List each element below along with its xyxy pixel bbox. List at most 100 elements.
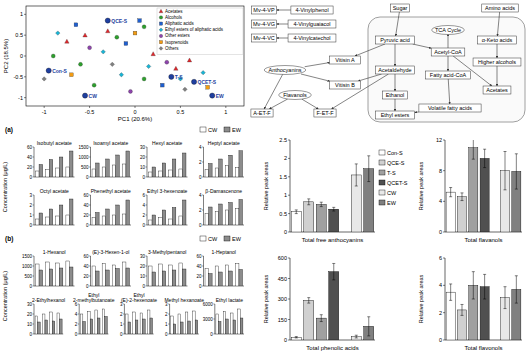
point xyxy=(101,50,105,54)
bar xyxy=(162,163,166,177)
y-tick xyxy=(33,205,35,206)
y-tick-label: 1500 xyxy=(22,254,33,259)
node-label: TCA Cycle xyxy=(435,27,461,33)
y-tick xyxy=(33,314,35,315)
bar xyxy=(169,265,173,286)
y-tick xyxy=(78,304,80,305)
y-tick-label: 0 xyxy=(86,175,89,180)
node-label: Acetates xyxy=(486,87,508,93)
bars xyxy=(216,309,243,334)
y-axis xyxy=(214,304,215,334)
bar xyxy=(57,313,60,334)
legend-marker xyxy=(159,47,163,51)
y-tick xyxy=(89,147,91,148)
node-label: Mv-4-VG xyxy=(253,21,275,27)
y-tick xyxy=(202,256,204,257)
bar xyxy=(106,270,110,286)
y-tick-label: 450 xyxy=(278,276,287,282)
point xyxy=(115,35,119,39)
bar xyxy=(69,199,73,225)
y-tick-label: 1 xyxy=(29,213,32,218)
y-tick xyxy=(33,215,35,216)
y-tick-label: 500 xyxy=(24,274,32,279)
bar xyxy=(112,165,116,177)
y-tick xyxy=(288,278,290,279)
bar xyxy=(149,220,153,225)
edge xyxy=(301,74,330,81)
y-tick-label: 6 xyxy=(439,255,442,261)
bar xyxy=(102,216,106,225)
y-tick xyxy=(168,314,170,315)
point xyxy=(106,29,110,33)
y-tick xyxy=(33,334,35,335)
y-tick xyxy=(146,157,148,158)
y-tick-label: 0.5 xyxy=(279,211,287,217)
bar xyxy=(152,215,156,225)
y-tick xyxy=(123,334,125,335)
node-label: 4-Vinylguaiacol xyxy=(293,21,330,27)
y-tick xyxy=(288,340,290,341)
y-tick-label: 0 xyxy=(199,175,202,180)
panel-title: Ethyl2-methylbutanoate xyxy=(73,292,115,303)
bars xyxy=(36,151,73,177)
bar xyxy=(446,192,455,232)
y-tick-label: 6 xyxy=(75,302,78,307)
error-bar xyxy=(504,152,507,190)
node-shape xyxy=(432,26,465,35)
y-tick xyxy=(213,304,215,305)
y-axis xyxy=(445,258,446,340)
y-tick-label: 2 xyxy=(165,312,168,317)
y-axis xyxy=(203,256,204,286)
y-tick-label: 0 xyxy=(165,332,168,337)
x-tick-label: 0 xyxy=(133,109,136,115)
point xyxy=(70,73,74,77)
legend-swatch xyxy=(379,170,385,175)
bar xyxy=(46,262,50,286)
point xyxy=(83,33,87,37)
bar xyxy=(95,310,98,334)
y-axis xyxy=(90,195,91,225)
y-tick-label: 10 xyxy=(27,322,33,327)
bar xyxy=(229,271,233,286)
bar xyxy=(304,202,314,232)
y-tick xyxy=(24,35,26,36)
bar xyxy=(126,268,130,286)
bar xyxy=(56,263,60,286)
bar xyxy=(147,310,150,334)
y-tick-label: 20 xyxy=(83,213,89,218)
bar xyxy=(126,151,130,177)
node-label: A-ET-F xyxy=(253,110,271,116)
y-tick xyxy=(288,158,290,159)
sample-point xyxy=(46,68,51,73)
y-tick-label: 0 xyxy=(142,223,145,228)
y-tick xyxy=(89,266,91,267)
bar xyxy=(122,164,126,177)
y-axis xyxy=(290,140,291,232)
bar xyxy=(122,262,126,286)
error-bar xyxy=(332,263,335,279)
node-shape xyxy=(482,4,518,12)
point xyxy=(88,46,92,50)
bar xyxy=(469,148,478,232)
panel-title: Ethyl lactate xyxy=(216,297,243,303)
legend-label: Aliphatic acids xyxy=(165,21,195,26)
y-tick xyxy=(168,324,170,325)
y-tick xyxy=(24,97,26,98)
y-axis xyxy=(124,304,125,334)
sample-point xyxy=(105,18,110,23)
node-shape xyxy=(390,4,409,12)
bar xyxy=(480,158,489,232)
bar xyxy=(116,155,120,177)
bar xyxy=(226,319,229,334)
sample-point xyxy=(210,93,215,98)
bar xyxy=(316,318,326,340)
y-tick-label: 30 xyxy=(27,302,33,307)
y-tick xyxy=(89,195,91,196)
error-bar xyxy=(515,276,518,303)
bar xyxy=(182,269,186,286)
legend-label: QCE-S xyxy=(387,160,405,166)
bar xyxy=(169,170,173,177)
bar xyxy=(179,216,183,225)
y-tick-label: 0.5 xyxy=(15,32,23,38)
y-tick-label: 0 xyxy=(29,284,32,289)
